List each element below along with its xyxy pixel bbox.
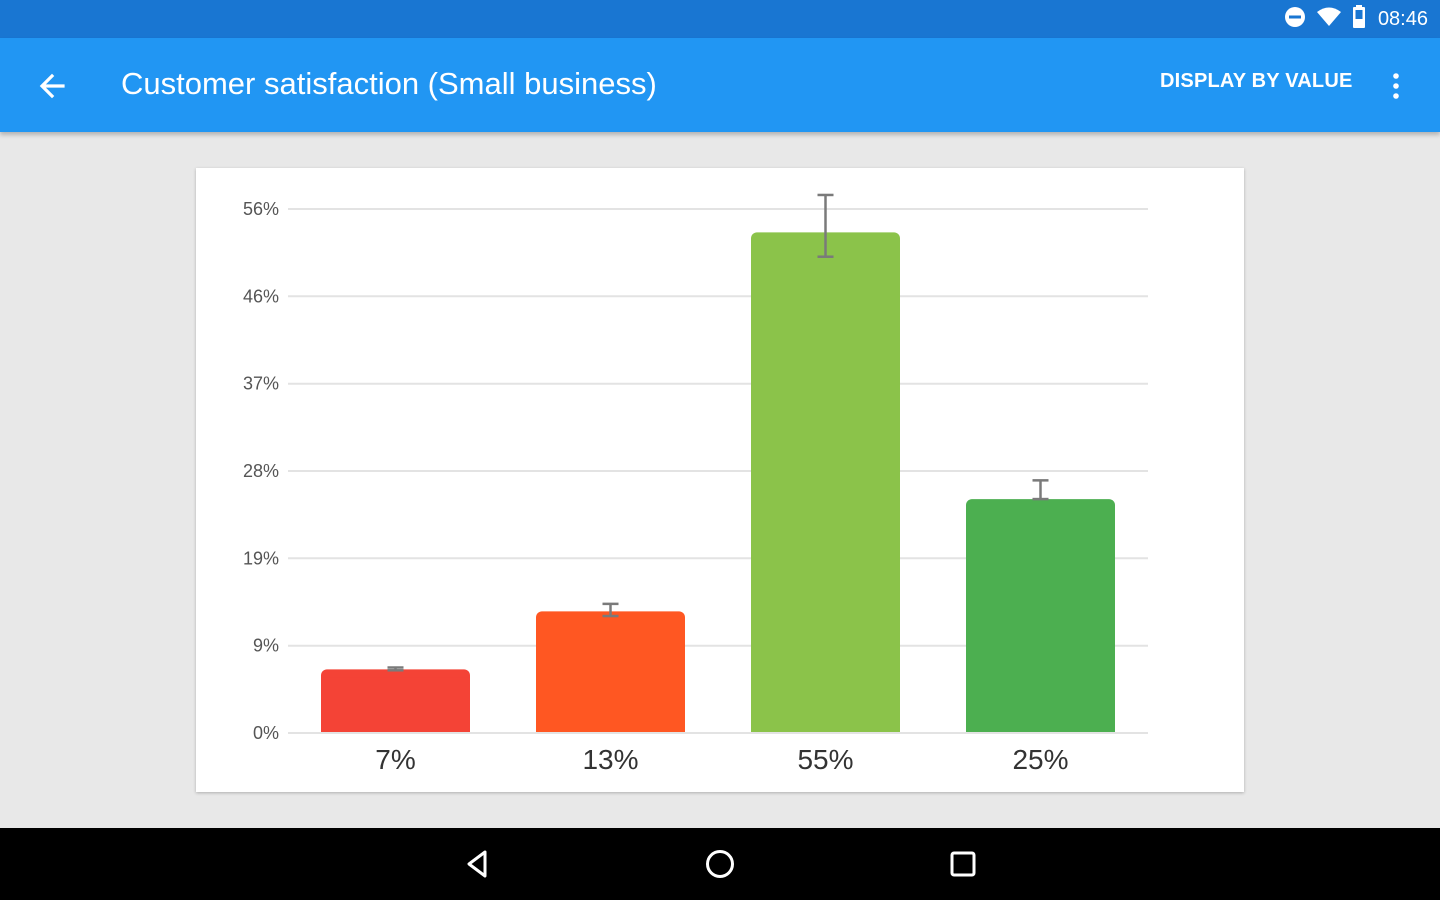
navigation-bar (0, 828, 1440, 900)
bar-base (966, 507, 1115, 733)
y-tick-label: 28% (243, 461, 279, 481)
app-bar: Customer satisfaction (Small business) D… (0, 38, 1440, 132)
back-triangle-icon (467, 850, 487, 878)
x-category-label: 7% (375, 744, 415, 775)
y-tick-label: 0% (253, 723, 279, 743)
y-tick-label: 37% (243, 374, 279, 394)
x-category-label: 55% (797, 744, 853, 775)
content-area: 0% 9% 19% 28% 37% 46% 56% 7% 13% 55% 25% (0, 132, 1440, 828)
display-by-value-button[interactable]: DISPLAY BY VALUE (1160, 70, 1353, 92)
nav-recents-button[interactable] (939, 840, 987, 888)
bar-chart: 0% 9% 19% 28% 37% 46% 56% 7% 13% 55% 25% (243, 193, 1148, 775)
bar-base (321, 677, 470, 733)
y-tick-label: 56% (243, 199, 279, 219)
battery-icon (1352, 4, 1366, 34)
x-category-label: 25% (1012, 744, 1068, 775)
status-bar: 08:46 (0, 0, 1440, 38)
do-not-disturb-icon (1284, 6, 1306, 33)
bar-base (751, 240, 900, 733)
y-tick-label: 9% (253, 636, 279, 656)
status-time: 08:46 (1377, 7, 1428, 30)
chart-card: 0% 9% 19% 28% 37% 46% 56% 7% 13% 55% 25% (196, 168, 1244, 792)
x-category-label: 13% (582, 744, 638, 775)
recents-square-icon (950, 851, 976, 877)
back-button[interactable] (28, 62, 76, 110)
home-circle-icon (706, 850, 734, 878)
status-icons: 08:46 (1284, 0, 1428, 38)
y-tick-label: 46% (243, 286, 279, 306)
page-title: Customer satisfaction (Small business) (121, 66, 657, 101)
nav-home-button[interactable] (696, 840, 744, 888)
bar-base (536, 619, 685, 733)
overflow-menu-button[interactable] (1372, 62, 1420, 110)
nav-back-button[interactable] (454, 840, 502, 888)
y-tick-label: 19% (243, 548, 279, 568)
arrow-back-icon (39, 73, 65, 99)
wifi-icon (1316, 6, 1342, 33)
more-vert-icon (1393, 73, 1399, 99)
